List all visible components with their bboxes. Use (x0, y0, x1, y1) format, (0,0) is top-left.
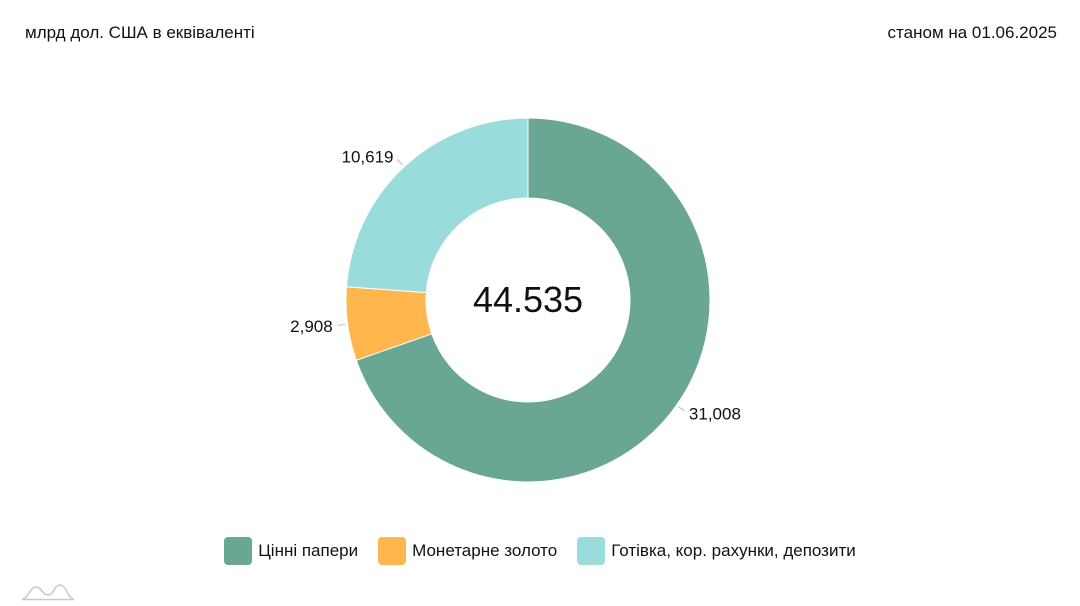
center-total: 44.535 (473, 279, 583, 320)
legend-item-cash-deposits[interactable]: Готівка, кор. рахунки, депозити (577, 537, 856, 565)
slice-cash-deposits[interactable] (345, 117, 529, 294)
legend-swatch-cash-deposits (577, 537, 606, 565)
data-label-securities: 31,008 (689, 404, 741, 423)
data-label-gold: 2,908 (290, 317, 333, 336)
leader-lines (337, 159, 685, 412)
logo-icon (21, 584, 75, 601)
donut-chart: 31,008 2,908 10,619 44.535 (290, 117, 741, 483)
legend: Цінні папери Монетарне золото Готівка, к… (0, 537, 1080, 565)
data-label-cash-deposits: 10,619 (342, 147, 394, 166)
legend-label-securities: Цінні папери (258, 541, 359, 560)
data-labels: 31,008 2,908 10,619 (290, 147, 741, 423)
legend-swatch-gold (378, 537, 407, 565)
units-label: млрд дол. США в еквіваленті (25, 23, 255, 42)
legend-item-gold[interactable]: Монетарне золото (378, 537, 557, 565)
leader-line-securities (677, 405, 685, 412)
legend-item-securities[interactable]: Цінні папери (224, 537, 358, 565)
slices (345, 117, 711, 483)
slice-securities[interactable] (355, 117, 711, 483)
date-label: станом на 01.06.2025 (887, 23, 1057, 42)
leader-line-cash-deposits (396, 159, 404, 166)
leader-line-gold (337, 323, 346, 326)
legend-label-cash-deposits: Готівка, кор. рахунки, депозити (611, 541, 856, 560)
legend-label-gold: Монетарне золото (412, 541, 558, 560)
legend-swatch-securities (224, 537, 253, 565)
